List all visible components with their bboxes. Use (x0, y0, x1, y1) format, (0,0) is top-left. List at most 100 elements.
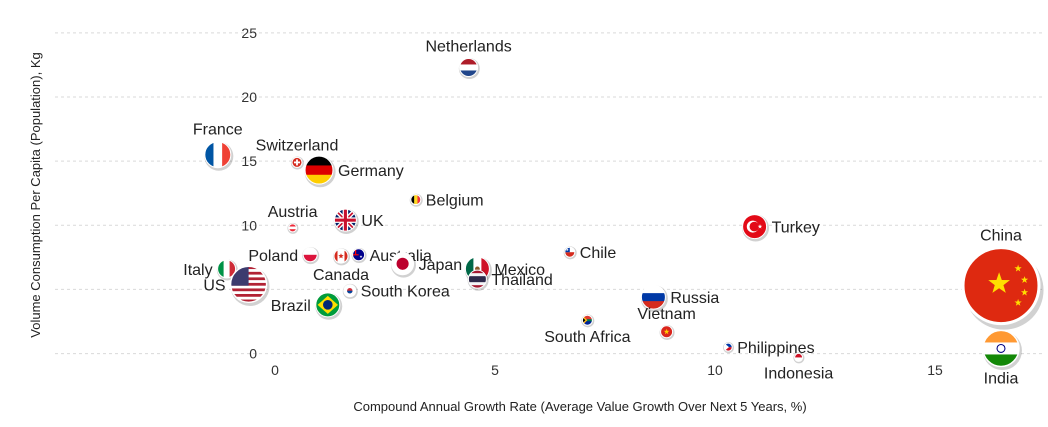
point-thailand: Thailand (467, 269, 553, 291)
point-marker-ring (391, 252, 415, 276)
x-tick-label: 0 (271, 362, 279, 378)
point-marker-ring (459, 57, 479, 77)
x-tick-label: 5 (491, 362, 499, 378)
point-label-india: India (984, 370, 1019, 387)
point-label-belgium: Belgium (426, 193, 484, 210)
flag-south-korea-icon (343, 284, 356, 297)
flag-netherlands-icon (459, 58, 478, 77)
point-label-turkey: Turkey (772, 220, 820, 237)
point-label-france: France (193, 122, 243, 139)
point-label-thailand: Thailand (491, 272, 552, 289)
point-marker-ring (660, 325, 674, 339)
flag-canada-icon (334, 249, 348, 264)
x-tick-label: 10 (707, 362, 723, 378)
flag-uk-icon (334, 209, 357, 232)
flag-austria-icon (288, 223, 297, 232)
point-label-italy: Italy (183, 262, 212, 279)
point-indonesia: Indonesia (764, 352, 833, 382)
flag-us-icon (230, 266, 267, 303)
point-label-netherlands: Netherlands (425, 38, 511, 55)
point-marker-ring (288, 223, 298, 233)
point-marker-ring (410, 194, 422, 206)
point-vietnam: Vietnam (637, 306, 696, 340)
point-marker-ring (229, 265, 268, 304)
point-china: China (961, 228, 1044, 330)
point-label-south-africa: South Africa (544, 329, 630, 346)
point-netherlands: Netherlands (425, 38, 512, 80)
point-label-chile: Chile (580, 245, 617, 262)
point-uk: UK (333, 208, 384, 234)
point-label-philippines: Philippines (737, 340, 814, 357)
point-label-germany: Germany (338, 163, 404, 180)
point-marker-ring (723, 342, 733, 352)
point-marker-ring (302, 247, 318, 263)
point-germany: Germany (304, 155, 404, 188)
point-layer: Netherlands France Switzerland Germany Belgi… (183, 38, 1044, 387)
point-label-mexico: Mexico (494, 262, 545, 279)
point-marker-ring (352, 248, 366, 262)
point-india: India (982, 329, 1022, 387)
point-austria: Austria (268, 204, 318, 234)
point-us: US (203, 265, 270, 306)
point-switzerland: Switzerland (256, 137, 339, 170)
point-italy: Italy (183, 259, 238, 281)
point-turkey: Turkey (742, 214, 820, 242)
flag-indonesia-icon (794, 353, 803, 362)
point-label-austria: Austria (268, 204, 318, 221)
y-axis-label: Volume Consumption Per Capita (Populatio… (28, 52, 43, 337)
point-chile: Chile (563, 245, 617, 262)
flag-turkey-icon (742, 214, 767, 239)
y-tick-label: 15 (241, 153, 257, 169)
tick-layer: 0 10 15 20 25 0 5 10 15 (241, 25, 943, 378)
point-marker-ring (315, 292, 341, 318)
y-tick-label: 25 (241, 25, 257, 41)
flag-belgium-icon (410, 194, 421, 205)
y-tick-label: 10 (241, 217, 257, 233)
point-marker-ring (640, 284, 666, 310)
point-marker-ring (333, 208, 357, 232)
flag-china-icon (963, 247, 1039, 324)
point-marker-ring (467, 269, 487, 289)
flag-vietnam-icon (660, 325, 673, 338)
point-marker-ring (304, 155, 334, 185)
point-label-brazil: Brazil (271, 298, 311, 315)
point-brazil: Brazil (271, 292, 343, 320)
point-marker-ring (333, 248, 349, 264)
point-marker-ring (742, 214, 768, 240)
point-marker-ring (564, 246, 576, 258)
point-france: France (193, 122, 243, 171)
point-label-china: China (980, 228, 1022, 245)
point-belgium: Belgium (409, 193, 484, 210)
flag-thailand-icon (468, 270, 487, 289)
flag-russia-icon (641, 285, 666, 310)
point-japan: Japan (390, 252, 463, 278)
point-marker-ring (581, 314, 593, 326)
point-marker-ring (961, 246, 1041, 326)
point-poland: Poland (248, 247, 320, 265)
x-tick-label: 15 (927, 362, 943, 378)
point-philippines: Philippines (723, 340, 815, 357)
flag-brazil-icon (315, 292, 340, 317)
point-label-us: US (203, 277, 225, 294)
grid-layer (55, 32, 1045, 355)
point-label-south-korea: South Korea (361, 284, 450, 301)
y-tick-label: 20 (241, 89, 257, 105)
point-marker-ring (217, 259, 237, 279)
flag-japan-icon (391, 252, 414, 275)
point-label-vietnam: Vietnam (637, 306, 695, 323)
point-russia: Russia (640, 284, 719, 313)
flag-australia-icon (352, 248, 365, 261)
flag-poland-icon (303, 247, 318, 262)
flag-south-africa-icon (582, 315, 593, 326)
point-label-russia: Russia (670, 290, 719, 307)
point-marker-ring (982, 329, 1020, 368)
point-marker-ring (794, 352, 804, 362)
point-label-canada: Canada (313, 267, 369, 284)
point-label-switzerland: Switzerland (256, 137, 339, 154)
point-label-poland: Poland (248, 248, 298, 265)
point-label-japan: Japan (419, 257, 463, 274)
point-south-korea: South Korea (342, 284, 450, 301)
flag-france-icon (204, 141, 231, 168)
